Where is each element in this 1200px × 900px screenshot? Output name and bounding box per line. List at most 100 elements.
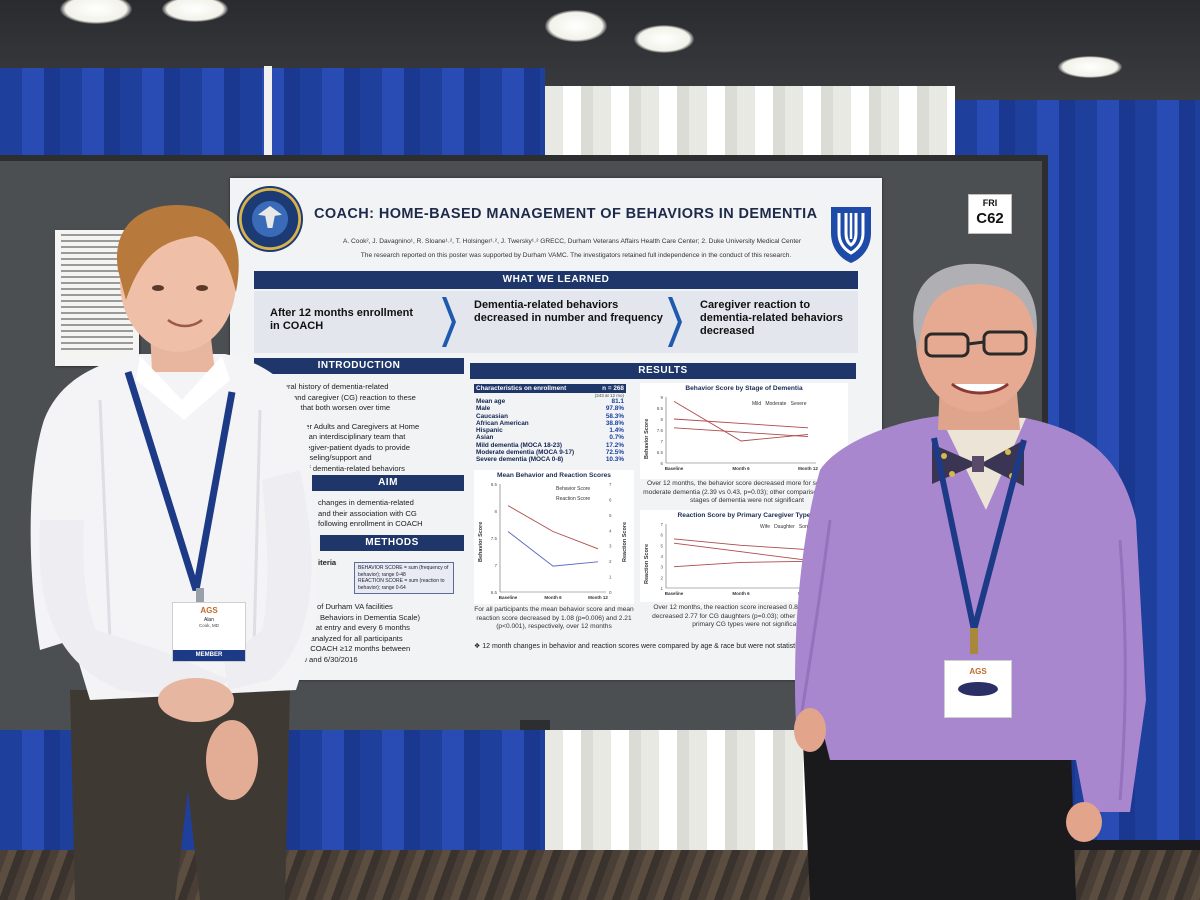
chevron-right-icon: [442, 297, 456, 347]
learned-item: Dementia-related behaviors decreased in …: [474, 299, 663, 324]
x-tick-label: Month 6: [732, 591, 750, 596]
legend: Behavior Score Reaction Score: [556, 484, 590, 504]
aim-text: changes in dementia-related and their as…: [318, 498, 423, 528]
y-tick-label: 7: [660, 439, 663, 444]
y-tick-label: 6: [660, 461, 663, 466]
y-tick-label: 3: [660, 565, 663, 570]
table-row: Caucasian 58.3%: [476, 412, 624, 420]
series-line: [673, 427, 809, 438]
legend: Mild Moderate Severe: [752, 401, 806, 407]
behavior-by-stage-chart: Behavior Score by Stage of Dementia Beha…: [640, 383, 848, 479]
table-row: Mean age 81.1: [476, 398, 624, 405]
presenter-left: [30, 204, 318, 900]
ceiling-light: [634, 25, 694, 53]
ceiling-light: [60, 0, 132, 24]
y2-tick-label: 2: [609, 559, 612, 564]
legend-entry: Reaction Score: [556, 496, 591, 502]
y2-tick-label: 3: [609, 544, 612, 549]
legend: Wife Daughter Son: [760, 524, 808, 530]
table-header-label: Characteristics on enrollment: [474, 384, 589, 393]
axis-line: [499, 484, 606, 593]
badge-org: AGS: [200, 606, 218, 615]
y2-tick-label: 6: [609, 497, 612, 502]
series-line: [673, 560, 809, 568]
introduction-heading: INTRODUCTION: [254, 358, 464, 374]
y-tick-label: 8: [494, 509, 497, 514]
table-row: Male 97.8%: [476, 405, 624, 413]
y-tick-label: 5: [660, 543, 663, 548]
chevron-right-icon: [668, 297, 682, 347]
y2-tick-label: 5: [609, 513, 612, 518]
y-tick-label: 1: [660, 586, 663, 591]
y-tick-label: 7.5: [657, 428, 664, 433]
va-seal-icon: [237, 186, 303, 252]
y2-tick-label: 1: [609, 575, 612, 580]
badge-surname: Cook, MD: [198, 623, 219, 628]
legend-entry: Wife: [760, 524, 770, 530]
series-line: [673, 542, 809, 561]
y2-tick-label: 0: [609, 590, 612, 595]
table-row: African American 38.8%: [476, 419, 624, 427]
chart-caption: Over 12 months, the reaction score incre…: [652, 604, 842, 629]
booth-tag: FRI C62: [968, 194, 1012, 234]
x-tick-label: Month 12: [798, 466, 818, 471]
y2-tick-label: 4: [609, 528, 612, 533]
what-we-learned-row: After 12 months enrollment in COACH Deme…: [254, 291, 858, 353]
board-leg: [520, 720, 550, 730]
table-row: Moderate dementia (MOCA 9-17) 72.5%: [476, 449, 624, 457]
axis-line: [665, 397, 816, 464]
poster-authors: A. Cook², J. Davagnino¹, R. Sloane¹˒², T…: [342, 238, 802, 245]
chart-title: Reaction Score by Primary Caregiver Type: [677, 512, 811, 519]
y-tick-label: 7: [494, 563, 497, 568]
poster-support-statement: The research reported on this poster was…: [360, 252, 792, 259]
results-footnote: ❖ 12 month changes in behavior and react…: [474, 643, 797, 650]
table-row: Asian 0.7%: [476, 434, 624, 442]
aim-heading: AIM: [312, 475, 464, 491]
characteristics-table: Characteristics on enrollment n = 268 (2…: [474, 384, 626, 464]
legend-entry: Moderate: [765, 401, 787, 407]
x-tick-label: Month 6: [544, 595, 562, 600]
poster-title: COACH: HOME-BASED MANAGEMENT OF BEHAVIOR…: [314, 206, 818, 222]
results-heading: RESULTS: [470, 363, 856, 379]
y-tick-label: 8.5: [657, 406, 664, 411]
ceiling-light: [162, 0, 228, 22]
y-tick-label: 7: [660, 522, 663, 527]
bullet-icon: ❖: [474, 643, 483, 650]
table-header-row: Characteristics on enrollment n = 268: [474, 384, 626, 393]
series-line: [507, 531, 599, 567]
series-line: [673, 401, 809, 442]
legend-entry: Mild: [752, 401, 762, 407]
score-definition-box: BEHAVIOR SCORE = sum (frequency of behav…: [354, 562, 454, 594]
y-tick-label: 8: [660, 417, 663, 422]
name-badge-left: AGS Alan Cook, MD MEMBER: [172, 602, 246, 662]
y-tick-label: 2: [660, 575, 663, 580]
ceiling-light: [545, 10, 607, 42]
badge-ribbon-icon: [958, 682, 998, 696]
chart-plot: 8.5 8 7.5 7 6.5 7 6 5 4 3 2 1 0 Baseline Month 6 Month …: [491, 482, 612, 600]
introduction-text: The natural history of dementia-related …: [258, 382, 420, 473]
legend-entry: Daughter: [774, 524, 795, 530]
y-tick-label: 4: [660, 554, 663, 559]
drape-pole: [264, 66, 272, 160]
legend-entry: Behavior Score: [556, 486, 591, 492]
table-row: Mild dementia (MOCA 18-23) 17.2%: [476, 441, 624, 449]
series-line: [673, 418, 809, 429]
table-header-n: n = 268: [588, 384, 626, 393]
booth-number: C62: [976, 210, 1004, 227]
y-tick-label: 6.5: [491, 590, 498, 595]
table-row: Severe dementia (MOCA 0-8) 10.3%: [476, 456, 624, 464]
methods-heading: METHODS: [320, 535, 464, 551]
series-line: [507, 505, 599, 550]
legend-entry: Severe: [790, 401, 807, 407]
table-row: Hispanic 1.4%: [476, 427, 624, 435]
series-line: [673, 538, 809, 551]
badge-ribbon: MEMBER: [173, 650, 245, 661]
y-tick-label: 8.5: [491, 482, 498, 487]
mean-scores-chart: Mean Behavior and Reaction Scores Behavi…: [474, 470, 634, 604]
methods-text: n 50 mi of Durham VA facilities Agitated…: [290, 602, 421, 664]
learned-item: Caregiver reaction to dementia-related b…: [700, 299, 844, 337]
y2-tick-label: 7: [609, 482, 612, 487]
badge-org: AGS: [969, 667, 987, 676]
axis-line: [665, 524, 816, 589]
